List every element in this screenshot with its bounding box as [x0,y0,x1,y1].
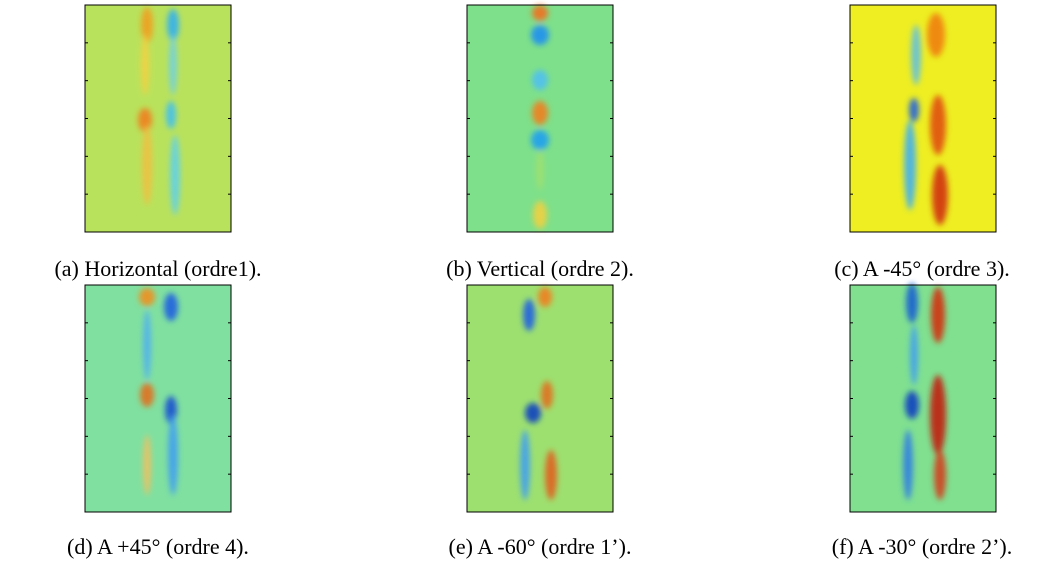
caption: (e) A -60° (ordre 1’). [449,534,632,559]
caption: (c) A -45° (ordre 3). [834,256,1010,281]
caption: (f) A -30° (ordre 2’). [832,534,1012,559]
panel [466,4,614,233]
heatmap-pattern [904,13,948,225]
caption: (a) Horizontal (ordre1). [54,256,261,281]
caption: (b) Vertical (ordre 2). [446,256,634,281]
panel [84,284,232,513]
panel [849,4,997,233]
heatmap-background [850,5,996,232]
panel [849,283,997,513]
heatmap-pattern [903,283,946,500]
panel [84,4,232,233]
heatmap-pattern [520,287,557,500]
caption: (d) A +45° (ordre 4). [67,534,249,559]
heatmap-background [467,285,613,512]
heatmap-background [85,5,231,232]
heatmap-pattern [531,5,549,229]
heatmap-background [850,285,996,512]
heatmap-background [85,285,231,512]
panel [466,284,614,513]
heatmap-pattern [139,288,178,495]
heatmap-pattern [138,7,180,215]
